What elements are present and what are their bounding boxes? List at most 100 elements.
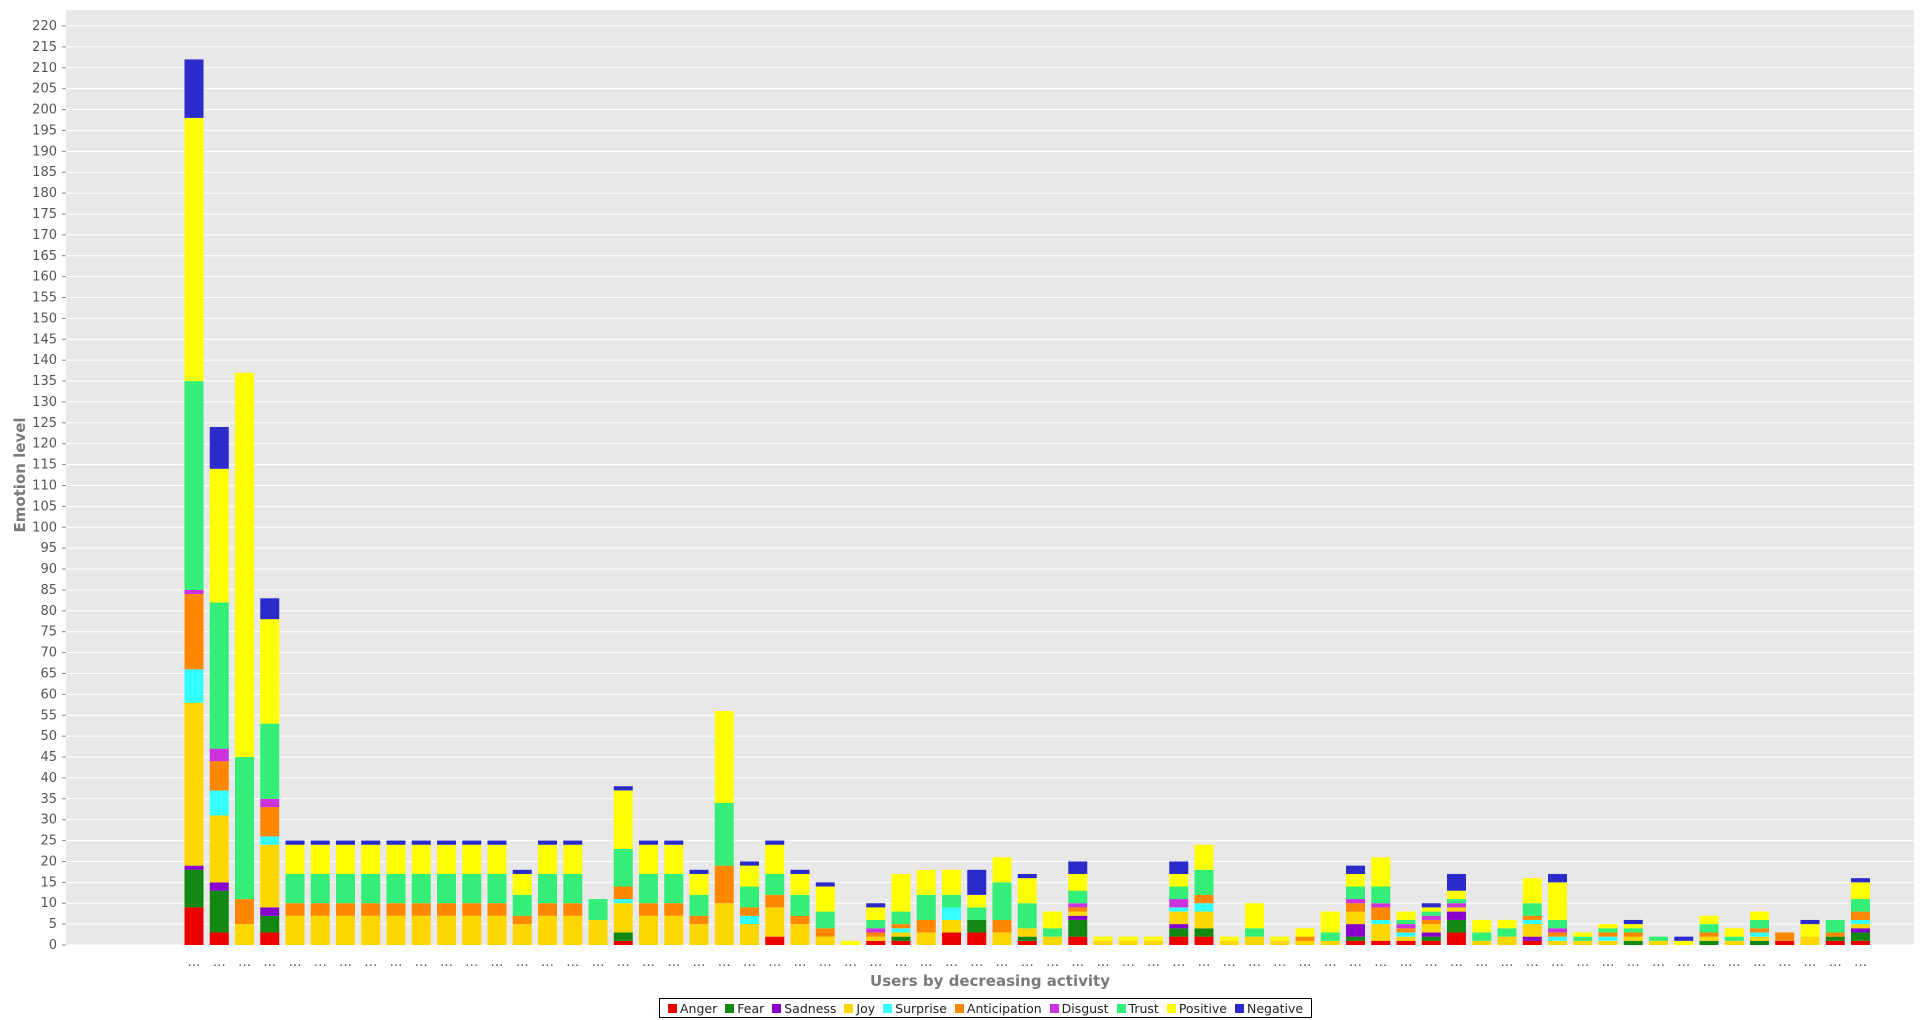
- bar-segment-trust: [613, 848, 633, 887]
- x-tick-label: …: [1778, 955, 1791, 970]
- y-tick-label: 205: [32, 82, 57, 97]
- bar-segment-sadness: [1068, 915, 1088, 920]
- bar-segment-joy: [487, 915, 507, 945]
- bar-segment-surprise: [184, 669, 204, 703]
- bar-segment-anticipation: [563, 903, 583, 916]
- bar-segment-fear: [1447, 919, 1466, 933]
- bar-segment-trust: [588, 899, 608, 920]
- bar-segment-anticipation: [1068, 907, 1088, 912]
- x-tick-label: …: [1273, 955, 1286, 970]
- legend-swatch: [668, 1003, 677, 1013]
- bar-segment-positive: [512, 873, 532, 895]
- x-tick-label: …: [768, 955, 781, 970]
- bar-segment-positive: [1421, 907, 1441, 912]
- bar-segment-anger: [1194, 936, 1214, 945]
- bar-segment-trust: [310, 873, 330, 904]
- legend-label: Negative: [1247, 1000, 1304, 1016]
- bar-segment-negative: [1169, 861, 1189, 874]
- bar-segment-joy: [639, 915, 658, 945]
- y-tick-label: 120: [32, 437, 57, 452]
- bar-segment-anger: [260, 932, 280, 945]
- x-tick-label: …: [314, 955, 327, 970]
- bar-segment-joy: [891, 932, 911, 937]
- bar-segment-positive: [1043, 911, 1062, 929]
- bar-segment-anger: [1522, 940, 1542, 945]
- bar-segment-positive: [891, 873, 911, 912]
- x-tick-label: …: [188, 955, 201, 970]
- bar-segment-negative: [361, 840, 381, 845]
- bar-segment-joy: [588, 919, 608, 945]
- x-tick-label: …: [945, 955, 958, 970]
- bar-segment-surprise: [1194, 903, 1214, 912]
- bar-segment-anger: [1068, 936, 1088, 945]
- bar-segment-joy: [563, 915, 583, 945]
- bar-segment-joy: [1573, 940, 1593, 945]
- x-tick-label: …: [1627, 955, 1640, 970]
- bar-segment-anger: [1396, 940, 1416, 945]
- bar-segment-negative: [613, 786, 633, 791]
- legend-swatch: [772, 1003, 782, 1013]
- y-tick-label: 95: [40, 541, 57, 556]
- bar-segment-fear: [1194, 928, 1214, 937]
- x-tick-label: …: [465, 955, 478, 970]
- legend-label: Anger: [680, 1000, 718, 1016]
- y-tick-label: 90: [40, 562, 57, 577]
- bar-segment-anger: [765, 936, 785, 945]
- bar-segment-joy: [411, 915, 431, 945]
- bar-segment-joy: [1548, 940, 1567, 945]
- bar-segment-negative: [1017, 873, 1037, 879]
- bar-segment-trust: [1825, 919, 1845, 933]
- bar-segment-negative: [765, 840, 785, 845]
- bar-segment-surprise: [1598, 936, 1618, 941]
- bar-segment-surprise: [1522, 919, 1542, 925]
- bar-segment-negative: [563, 840, 583, 845]
- x-tick-label: …: [1829, 955, 1842, 970]
- y-tick-label: 105: [32, 499, 57, 514]
- x-tick-label: …: [1728, 955, 1741, 970]
- bar-segment-anger: [184, 907, 204, 945]
- y-tick-label: 175: [32, 207, 57, 222]
- bar-segment-trust: [336, 873, 355, 904]
- bar-segment-surprise: [1750, 932, 1769, 937]
- y-tick-label: 80: [40, 604, 57, 619]
- x-tick-label: …: [642, 955, 655, 970]
- bar-segment-trust: [916, 894, 936, 920]
- bar-segment-positive: [1750, 911, 1769, 920]
- bar-segment-disgust: [1447, 903, 1466, 908]
- bar-segment-trust: [891, 911, 911, 925]
- bar-segment-trust: [361, 873, 381, 904]
- bar-segment-anger: [1825, 940, 1845, 945]
- bar-segment-fear: [209, 890, 229, 933]
- bar-segment-joy: [260, 844, 280, 908]
- bar-segment-anticipation: [866, 932, 886, 937]
- bar-segment-trust: [386, 873, 406, 904]
- bar-segment-negative: [1623, 919, 1643, 925]
- bar-segment-anger: [1851, 940, 1870, 945]
- bar-segment-negative: [1851, 878, 1870, 883]
- legend-item-positive: Positive: [1166, 1001, 1227, 1016]
- bar-segment-anticipation: [462, 903, 482, 916]
- x-tick-label: …: [1703, 955, 1716, 970]
- bar-segment-joy: [1750, 936, 1769, 941]
- bar-segment-trust: [765, 873, 785, 895]
- y-tick-label: 0: [49, 938, 57, 953]
- bar-segment-anticipation: [411, 903, 431, 916]
- bar-segment-anticipation: [260, 807, 280, 837]
- bar-segment-trust: [1522, 903, 1542, 916]
- x-tick-label: …: [1248, 955, 1261, 970]
- bar-segment-trust: [1649, 936, 1668, 941]
- bar-segment-joy: [361, 915, 381, 945]
- x-tick-label: …: [1450, 955, 1463, 970]
- legend-label: Surprise: [895, 1000, 947, 1016]
- bar-segment-trust: [462, 873, 482, 904]
- bar-segment-trust: [285, 873, 305, 904]
- bar-segment-joy: [1219, 940, 1239, 945]
- bar-segment-anticipation: [1371, 907, 1391, 920]
- bar-segment-negative: [310, 840, 330, 845]
- bar-segment-anticipation: [386, 903, 406, 916]
- legend-swatch: [1166, 1003, 1176, 1013]
- x-tick-label: …: [617, 955, 630, 970]
- x-tick-label: …: [238, 955, 251, 970]
- bar-segment-anticipation: [538, 903, 557, 916]
- x-tick-label: …: [339, 955, 352, 970]
